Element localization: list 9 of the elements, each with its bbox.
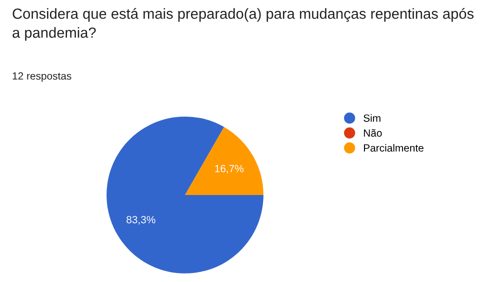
chart-subtitle: 12 respostas: [12, 72, 72, 82]
pie-slice: [106, 116, 264, 274]
legend-label: Sim: [364, 114, 380, 122]
data-label: 16,7%: [215, 164, 244, 174]
legend-label: Parcialmente: [364, 144, 424, 152]
data-label: 83,3%: [126, 216, 156, 225]
legend-label: Não: [364, 129, 382, 137]
chart-title: Considera que está mais preparado(a) para mudanças repentinas após a pandemia?: [12, 8, 474, 41]
pie-slice: [185, 126, 264, 195]
